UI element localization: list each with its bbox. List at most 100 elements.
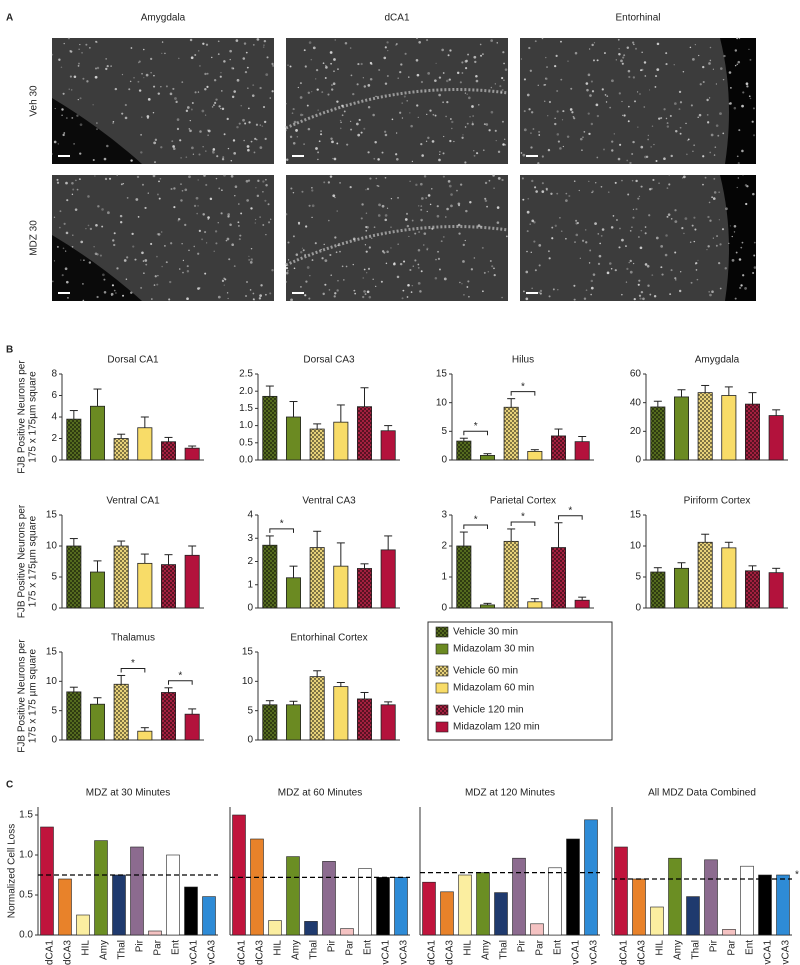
bar bbox=[456, 440, 472, 461]
bar bbox=[112, 874, 126, 936]
chart-title: Dorsal CA3 bbox=[303, 355, 355, 366]
significance-label: * bbox=[521, 381, 525, 392]
x-tick-label: Pir bbox=[517, 939, 528, 952]
x-tick-label: Amy bbox=[673, 940, 684, 960]
bar bbox=[722, 929, 736, 936]
y-tick-label: 6 bbox=[51, 390, 57, 401]
bar bbox=[574, 599, 590, 609]
y-tick-label: 5 bbox=[635, 572, 641, 583]
legend-swatch bbox=[435, 643, 449, 655]
bar bbox=[476, 872, 490, 936]
image-row-label: MDZ 30 bbox=[29, 220, 40, 256]
y-tick-label: 15 bbox=[436, 369, 448, 380]
bar bbox=[333, 686, 349, 741]
legend-swatch bbox=[435, 704, 449, 716]
bar bbox=[650, 906, 664, 936]
x-tick-label: HIL bbox=[81, 940, 92, 956]
bar bbox=[184, 447, 200, 461]
y-tick-label: 1.5 bbox=[239, 403, 253, 414]
y-tick-label: 1 bbox=[441, 572, 447, 583]
reference-label: * bbox=[795, 870, 799, 881]
bar bbox=[304, 921, 318, 936]
bar bbox=[285, 577, 301, 609]
y-tick-label: 0.0 bbox=[239, 455, 253, 466]
significance-bracket bbox=[168, 680, 193, 685]
bar bbox=[650, 571, 666, 609]
bar bbox=[668, 857, 682, 936]
image-column-label: Entorhinal bbox=[615, 13, 660, 24]
bar bbox=[113, 683, 129, 741]
bar bbox=[268, 920, 282, 936]
y-tick-label: 0 bbox=[441, 455, 447, 466]
x-tick-label: Thal bbox=[117, 940, 128, 959]
chart-title: All MDZ Data Combined bbox=[648, 788, 756, 799]
image-column-label: dCA1 bbox=[384, 13, 409, 24]
y-tick-label: 15 bbox=[46, 510, 58, 521]
bar bbox=[358, 868, 372, 936]
bar bbox=[94, 840, 108, 936]
significance-bracket bbox=[120, 667, 146, 673]
y-tick-label: 2 bbox=[441, 541, 447, 552]
bar bbox=[309, 428, 325, 461]
y-tick-label: 8 bbox=[51, 369, 57, 380]
bar bbox=[551, 547, 567, 609]
y-tick-label: 15 bbox=[46, 647, 58, 658]
bar bbox=[697, 392, 713, 461]
significance-label: * bbox=[474, 515, 478, 526]
bar bbox=[479, 455, 495, 461]
bar bbox=[697, 541, 713, 609]
bar bbox=[530, 923, 544, 936]
x-tick-label: vCA1 bbox=[189, 940, 200, 965]
micrograph bbox=[520, 36, 756, 165]
bar bbox=[721, 547, 737, 609]
y-tick-label: 2.0 bbox=[239, 386, 253, 397]
x-tick-label: Thal bbox=[309, 940, 320, 959]
chart-title: Entorhinal Cortex bbox=[290, 633, 367, 644]
y-tick-label: 2 bbox=[51, 433, 57, 444]
panel-label: C bbox=[6, 780, 13, 791]
y-tick-label: 15 bbox=[630, 510, 642, 521]
bar bbox=[758, 874, 772, 936]
x-tick-label: dCA1 bbox=[427, 940, 438, 965]
x-tick-label: Thal bbox=[499, 940, 510, 959]
bar bbox=[285, 416, 301, 461]
bar bbox=[166, 854, 180, 936]
bar bbox=[574, 441, 590, 461]
y-tick-label: 10 bbox=[630, 541, 642, 552]
bar bbox=[503, 540, 519, 609]
bar bbox=[394, 877, 408, 936]
x-tick-label: Ent bbox=[553, 940, 564, 955]
bar bbox=[66, 418, 82, 461]
x-tick-label: dCA3 bbox=[637, 940, 648, 965]
x-tick-label: vCA3 bbox=[399, 940, 410, 965]
bar bbox=[422, 881, 436, 936]
legend-label: Midazolam 120 min bbox=[453, 722, 540, 733]
y-tick-label: 40 bbox=[630, 397, 642, 408]
bar bbox=[232, 814, 246, 936]
bar bbox=[160, 441, 176, 461]
bar bbox=[527, 450, 543, 461]
bar bbox=[458, 874, 472, 936]
chart-title: Ventral CA1 bbox=[106, 496, 160, 507]
micrograph bbox=[51, 173, 274, 302]
bar bbox=[740, 865, 754, 936]
y-tick-label: 1.0 bbox=[239, 420, 253, 431]
bar bbox=[584, 819, 598, 936]
bar bbox=[380, 430, 396, 461]
significance-bracket bbox=[463, 524, 488, 530]
bar bbox=[551, 435, 567, 461]
significance-label: * bbox=[474, 421, 478, 432]
y-tick-label: 10 bbox=[46, 676, 58, 687]
bar bbox=[184, 554, 200, 609]
x-tick-label: vCA3 bbox=[589, 940, 600, 965]
bar bbox=[262, 395, 278, 461]
bar bbox=[90, 571, 106, 609]
micrograph bbox=[285, 174, 509, 302]
y-tick-label: 3 bbox=[247, 533, 253, 544]
y-tick-label: 0.5 bbox=[19, 890, 33, 901]
bar bbox=[632, 878, 646, 936]
y-tick-label: 3 bbox=[441, 510, 447, 521]
bar bbox=[76, 914, 90, 936]
chart-title: MDZ at 60 Minutes bbox=[278, 788, 362, 799]
